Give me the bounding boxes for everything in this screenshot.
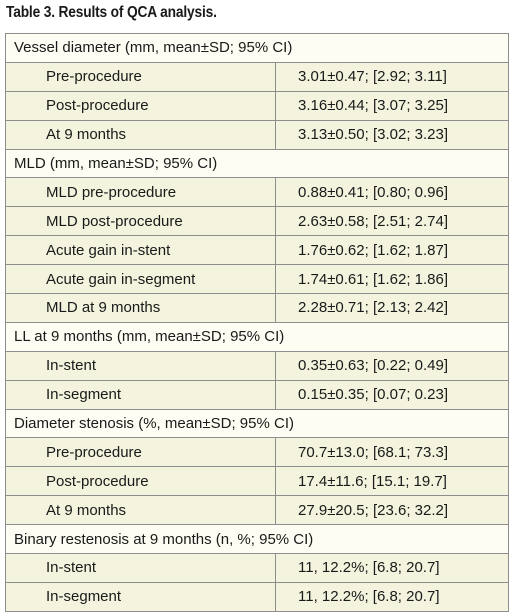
- section-header-row: Diameter stenosis (%, mean±SD; 95% CI): [4, 408, 510, 439]
- row-label: Acute gain in-stent: [5, 235, 276, 266]
- table-row: MLD at 9 months 2.28±0.71; [2.13; 2.42]: [5, 293, 510, 323]
- section-header-row: LL at 9 months (mm, mean±SD; 95% CI): [4, 321, 510, 352]
- row-value: 3.13±0.50; [3.02; 3.23]: [274, 119, 510, 150]
- row-value: 27.9±20.5; [23.6; 32.2]: [274, 495, 510, 526]
- row-value: 1.74±0.61; [1.62; 1.86]: [274, 264, 510, 295]
- row-label: MLD at 9 months: [5, 293, 276, 323]
- row-label: Pre-procedure: [5, 61, 276, 92]
- section-header-row: Binary restenosis at 9 months (n, %; 95%…: [4, 524, 510, 555]
- row-label: At 9 months: [5, 119, 276, 150]
- row-value: 70.7±13.0; [68.1; 73.3]: [274, 437, 510, 468]
- section-header-row: Vessel diameter (mm, mean±SD; 95% CI): [4, 33, 510, 63]
- table-caption: Table 3. Results of QCA analysis.: [6, 4, 217, 21]
- section-header-row: MLD (mm, mean±SD; 95% CI): [4, 148, 510, 179]
- row-value: 0.88±0.41; [0.80; 0.96]: [274, 177, 510, 208]
- row-value: 3.01±0.47; [2.92; 3.11]: [274, 61, 510, 92]
- row-value: 17.4±11.6; [15.1; 19.7]: [274, 466, 510, 497]
- table-row: In-segment 11, 12.2%; [6.8; 20.7]: [5, 581, 510, 612]
- row-value: 11, 12.2%; [6.8; 20.7]: [274, 581, 510, 612]
- row-value: 0.15±0.35; [0.07; 0.23]: [274, 379, 510, 410]
- row-label: At 9 months: [5, 495, 276, 526]
- table-row: In-stent 11, 12.2%; [6.8; 20.7]: [5, 553, 510, 583]
- section-title: MLD (mm, mean±SD; 95% CI): [4, 148, 510, 179]
- row-value: 11, 12.2%; [6.8; 20.7]: [274, 553, 510, 583]
- row-label: In-segment: [5, 581, 276, 612]
- section-title: Vessel diameter (mm, mean±SD; 95% CI): [4, 33, 510, 63]
- section-title: Binary restenosis at 9 months (n, %; 95%…: [4, 524, 510, 555]
- row-value: 0.35±0.63; [0.22; 0.49]: [274, 350, 510, 381]
- row-value: 2.63±0.58; [2.51; 2.74]: [274, 206, 510, 237]
- row-label: Pre-procedure: [5, 437, 276, 468]
- row-label: Acute gain in-segment: [5, 264, 276, 295]
- row-label: Post-procedure: [5, 466, 276, 497]
- row-value: 1.76±0.62; [1.62; 1.87]: [274, 235, 510, 266]
- row-label: In-stent: [5, 350, 276, 381]
- row-label: Post-procedure: [5, 90, 276, 121]
- row-label: MLD post-procedure: [5, 206, 276, 237]
- table-row: MLD post-procedure 2.63±0.58; [2.51; 2.74…: [5, 206, 510, 237]
- qca-table-body: Vessel diameter (mm, mean±SD; 95% CI) Pre…: [4, 33, 510, 612]
- table-row: Pre-procedure 3.01±0.47; [2.92; 3.11]: [5, 61, 510, 92]
- table-row: Acute gain in-segment 1.74±0.61; [1.62; 1…: [5, 264, 510, 295]
- row-value: 2.28±0.71; [2.13; 2.42]: [274, 293, 510, 323]
- table-row: Post-procedure 17.4±11.6; [15.1; 19.7]: [5, 466, 510, 497]
- qca-results-table: Vessel diameter (mm, mean±SD; 95% CI) Pre…: [4, 33, 510, 612]
- table-row: Acute gain in-stent 1.76±0.62; [1.62; 1.8…: [5, 235, 510, 266]
- table-row: In-stent 0.35±0.63; [0.22; 0.49]: [5, 350, 510, 381]
- table-row: Pre-procedure 70.7±13.0; [68.1; 73.3]: [5, 437, 510, 468]
- section-title: LL at 9 months (mm, mean±SD; 95% CI): [4, 321, 510, 352]
- row-label: In-stent: [5, 553, 276, 583]
- row-label: MLD pre-procedure: [5, 177, 276, 208]
- table-row: Post-procedure 3.16±0.44; [3.07; 3.25]: [5, 90, 510, 121]
- row-value: 3.16±0.44; [3.07; 3.25]: [274, 90, 510, 121]
- table-row: At 9 months 27.9±20.5; [23.6; 32.2]: [5, 495, 510, 526]
- table-row: In-segment 0.15±0.35; [0.07; 0.23]: [5, 379, 510, 410]
- table-row: MLD pre-procedure 0.88±0.41; [0.80; 0.96]: [5, 177, 510, 208]
- section-title: Diameter stenosis (%, mean±SD; 95% CI): [4, 408, 510, 439]
- table-row: At 9 months 3.13±0.50; [3.02; 3.23]: [5, 119, 510, 150]
- row-label: In-segment: [5, 379, 276, 410]
